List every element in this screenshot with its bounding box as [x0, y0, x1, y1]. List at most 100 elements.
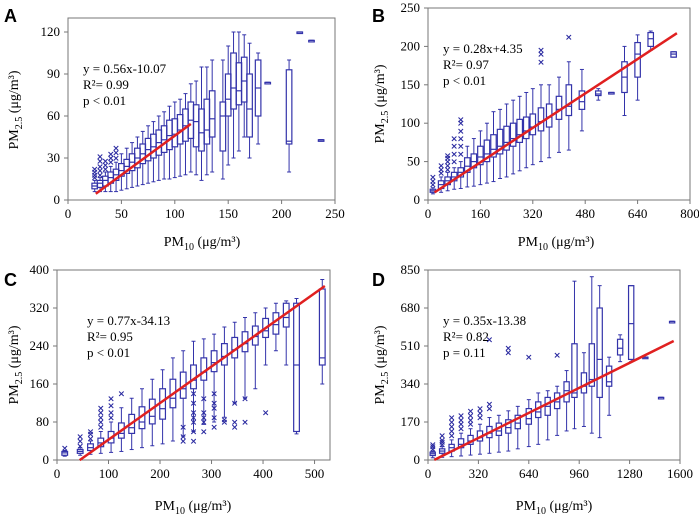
- box-8: [477, 130, 484, 186]
- box-iqr: [203, 98, 211, 145]
- panel-letter: B: [372, 6, 385, 26]
- box-iqr: [565, 84, 573, 117]
- outlier-marker: ×: [102, 165, 110, 175]
- box-27: [235, 31, 243, 152]
- outlier-marker: ×: [467, 416, 475, 426]
- outlier-marker: ×: [107, 394, 115, 404]
- x-tick-label: 200: [150, 466, 170, 481]
- y-tick-label: 340: [401, 376, 421, 391]
- box-2: ×××: [76, 432, 84, 456]
- box-9: [483, 122, 491, 184]
- box-iqr: [516, 118, 524, 144]
- box-iqr: [210, 350, 218, 373]
- outlier-marker: ×: [565, 33, 573, 43]
- outlier-marker: ×: [476, 405, 484, 415]
- box-iqr: [509, 122, 517, 147]
- box-14: ×××××: [200, 338, 208, 438]
- y-tick-label: 100: [401, 115, 421, 130]
- box-18: ××: [241, 317, 249, 428]
- y-axis-label-main: PM: [7, 129, 22, 150]
- x-tick-label: 160: [471, 206, 491, 221]
- panel-letter: A: [4, 6, 17, 26]
- box-iqr: [627, 285, 635, 361]
- box-iqr: [219, 101, 227, 152]
- box-16: ××: [221, 326, 228, 428]
- outlier-marker: ×: [200, 428, 208, 438]
- x-tick-label: 640: [628, 206, 648, 221]
- outlier-marker: ×: [97, 418, 105, 428]
- box-28: [240, 34, 248, 138]
- r-squared-text: R²= 0.82: [443, 329, 489, 344]
- outlier-marker: ×: [457, 119, 465, 129]
- box-9: [134, 136, 141, 187]
- x-tick-label: 500: [305, 466, 325, 481]
- outlier-marker: ×: [96, 167, 104, 177]
- outlier-marker: ×: [97, 413, 105, 423]
- outlier-marker: ×: [102, 161, 110, 171]
- outlier-marker: ×: [97, 404, 105, 414]
- panel-letter: C: [4, 270, 17, 290]
- box-4: ××××: [457, 411, 465, 457]
- outlier-marker: ×: [553, 351, 561, 361]
- y-tick-label: 120: [41, 24, 61, 39]
- box-iqr: [262, 317, 270, 339]
- outlier-marker: ×: [210, 423, 218, 433]
- box-iqr: [117, 422, 125, 439]
- y-axis-label-unit: (μg/m³): [373, 325, 388, 372]
- outlier-marker: ×: [450, 142, 458, 152]
- outlier-marker: ×: [457, 142, 465, 152]
- outlier-marker: ×: [190, 409, 198, 419]
- box-10: [159, 369, 167, 445]
- outlier-marker: ×: [457, 425, 465, 435]
- box-26: [230, 31, 237, 159]
- box-iqr: [483, 139, 491, 163]
- outlier-marker: ×: [190, 428, 198, 438]
- outlier-marker: ×: [429, 177, 437, 187]
- outlier-marker: ×: [486, 400, 494, 410]
- outlier-marker: ×: [96, 162, 104, 172]
- box-16: [571, 280, 578, 430]
- outlier-marker: ×: [97, 409, 105, 419]
- box-iqr: [537, 107, 545, 132]
- box-iqr: [503, 125, 510, 151]
- outlier-marker: ×: [112, 144, 120, 154]
- box-11: ×: [525, 353, 533, 448]
- box-14: ×: [553, 351, 561, 436]
- outlier-marker: ×: [112, 148, 120, 158]
- outlier-marker: ×: [91, 168, 99, 178]
- x-tick-label: 0: [54, 466, 61, 481]
- box-25: [668, 320, 676, 324]
- y-tick-label: 0: [54, 192, 61, 207]
- outlier-marker: ×: [97, 423, 105, 433]
- box-18: [588, 276, 596, 434]
- outlier-marker: ×: [486, 335, 494, 345]
- box-iqr: [578, 90, 586, 110]
- outlier-marker: ×: [107, 150, 115, 160]
- outlier-marker: ×: [96, 171, 104, 181]
- y-tick-label: 0: [414, 192, 421, 207]
- outlier-marker: ×: [457, 127, 465, 137]
- outlier-marker: ×: [429, 443, 437, 453]
- box-20: [605, 356, 613, 416]
- regression-line: [433, 339, 675, 461]
- equation-text: y = 0.28x+4.35: [443, 41, 523, 56]
- outlier-marker: ×: [525, 353, 533, 363]
- box-22: [627, 285, 635, 363]
- box-iqr: [160, 125, 168, 154]
- outlier-marker: ×: [87, 430, 95, 440]
- box-19: [555, 76, 563, 153]
- x-tick-label: 300: [202, 466, 222, 481]
- outlier-marker: ×: [91, 165, 99, 175]
- y-tick-label: 90: [47, 66, 60, 81]
- outlier-marker: ×: [107, 413, 115, 423]
- p-value-text: p < 0.01: [443, 73, 486, 88]
- box-15: [166, 105, 173, 180]
- box-6: [463, 145, 471, 188]
- outlier-marker: ×: [448, 422, 456, 432]
- box-14: [160, 111, 168, 180]
- outlier-marker: ×: [429, 445, 437, 455]
- outlier-marker: ×: [444, 158, 452, 168]
- box-iqr: [148, 398, 156, 425]
